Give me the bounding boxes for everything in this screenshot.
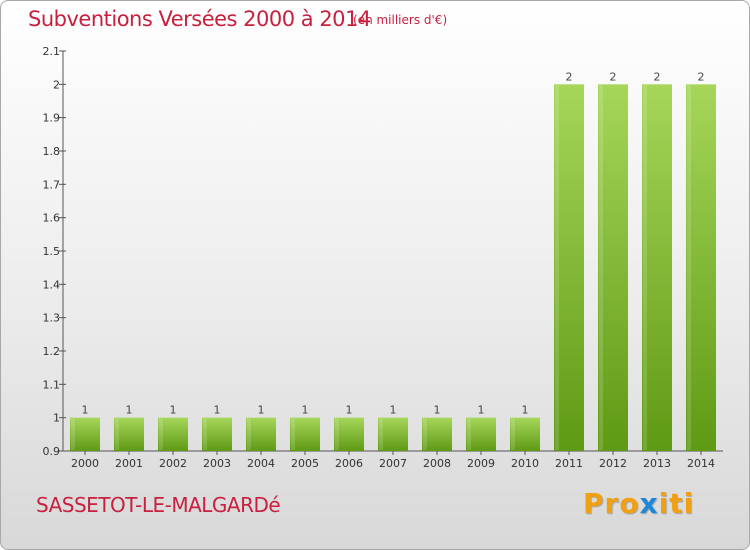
bar (378, 417, 408, 451)
data-label: 1 (214, 404, 221, 417)
data-label: 2 (698, 70, 705, 83)
x-tick-label: 2003 (203, 457, 231, 470)
y-tick-label: 2 (53, 78, 60, 91)
data-label: 1 (346, 404, 353, 417)
bar-highlight (467, 418, 471, 450)
data-label: 2 (566, 70, 573, 83)
x-tick-label: 2002 (159, 457, 187, 470)
bar-highlight (159, 418, 163, 450)
bar (114, 417, 144, 451)
bar (510, 417, 540, 451)
x-tick-label: 2014 (687, 457, 715, 470)
x-tick-label: 2010 (511, 457, 539, 470)
bar-highlight (335, 418, 339, 450)
bar (686, 84, 716, 451)
data-label: 1 (522, 404, 529, 417)
bar (158, 417, 188, 451)
y-tick-label: 1.5 (43, 245, 61, 258)
x-tick-label: 2007 (379, 457, 407, 470)
x-tick-label: 2000 (71, 457, 99, 470)
data-label: 1 (478, 404, 485, 417)
chart-bars (70, 84, 716, 451)
y-tick-label: 1.4 (43, 278, 61, 291)
data-label: 1 (434, 404, 441, 417)
x-tick-label: 2004 (247, 457, 275, 470)
x-tick-label: 2012 (599, 457, 627, 470)
y-tick-label: 1.2 (43, 345, 61, 358)
bar (422, 417, 452, 451)
bar (554, 84, 584, 451)
data-label: 1 (258, 404, 265, 417)
y-tick-label: 0.9 (43, 445, 61, 458)
x-tick-label: 2011 (555, 457, 583, 470)
bar (70, 417, 100, 451)
bar (202, 417, 232, 451)
chart-title: Subventions Versées 2000 à 2014 (28, 7, 371, 31)
y-tick-label: 1.3 (43, 312, 61, 325)
x-tick-label: 2009 (467, 457, 495, 470)
bar-highlight (599, 85, 603, 450)
bar-highlight (511, 418, 515, 450)
x-tick-label: 2013 (643, 457, 671, 470)
x-tick-label: 2005 (291, 457, 319, 470)
commune-name: SASSETOT-LE-MALGARDé (36, 493, 281, 517)
bar-highlight (555, 85, 559, 450)
bar-highlight (291, 418, 295, 450)
data-label: 1 (82, 404, 89, 417)
data-label: 1 (126, 404, 133, 417)
bar (334, 417, 364, 451)
bar-highlight (687, 85, 691, 450)
bar-highlight (203, 418, 207, 450)
proxiti-logo: Proxiti (583, 487, 695, 520)
bar-highlight (423, 418, 427, 450)
data-label: 1 (390, 404, 397, 417)
bar (290, 417, 320, 451)
y-tick-label: 1.9 (43, 112, 61, 125)
bar (598, 84, 628, 451)
data-label: 1 (302, 404, 309, 417)
y-tick-label: 2.1 (43, 45, 61, 58)
bar-highlight (643, 85, 647, 450)
bar (466, 417, 496, 451)
y-tick-label: 1.7 (43, 178, 61, 191)
y-tick-label: 1.1 (43, 378, 61, 391)
data-label: 2 (654, 70, 661, 83)
bar (246, 417, 276, 451)
chart-labels: 1 2000 1 2001 1 2002 1 2003 1 2004 1 2005 1 2006 1 2007… (71, 70, 715, 470)
bar (642, 84, 672, 451)
x-tick-label: 2006 (335, 457, 363, 470)
x-tick-label: 2001 (115, 457, 143, 470)
y-tick-label: 1 (53, 412, 60, 425)
data-label: 1 (170, 404, 177, 417)
y-tick-label: 1.8 (43, 145, 61, 158)
bar-highlight (115, 418, 119, 450)
unit-label: (en milliers d'€) (353, 13, 448, 27)
bar-highlight (379, 418, 383, 450)
x-tick-label: 2008 (423, 457, 451, 470)
y-tick-label: 1.6 (43, 212, 61, 225)
data-label: 2 (610, 70, 617, 83)
bar-highlight (71, 418, 75, 450)
bar-highlight (247, 418, 251, 450)
